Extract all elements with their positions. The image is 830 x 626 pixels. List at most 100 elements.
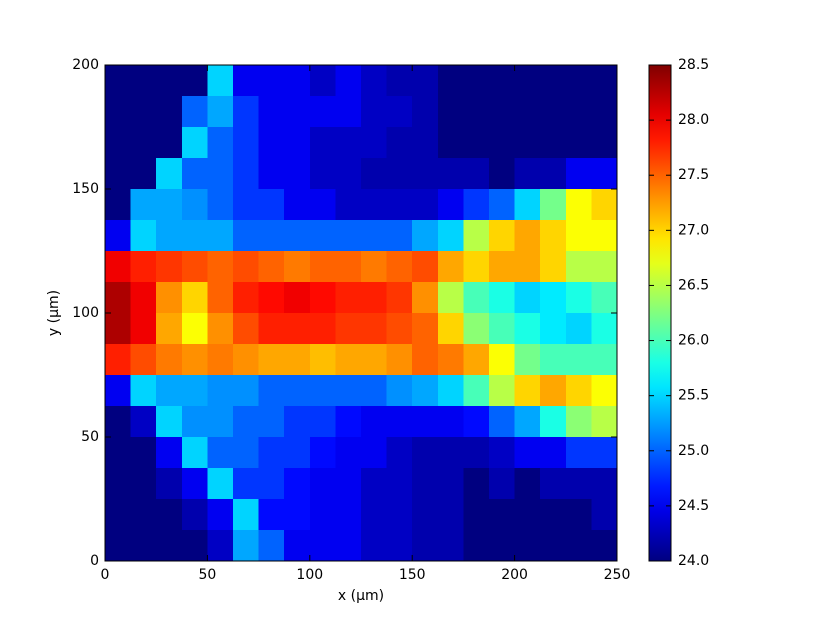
- heatmap-cell: [156, 220, 183, 252]
- heatmap-cell: [233, 189, 260, 221]
- heatmap-cell: [591, 96, 618, 128]
- heatmap-cell: [489, 499, 516, 531]
- heatmap-cell: [130, 65, 157, 97]
- heatmap-cell: [233, 96, 260, 128]
- heatmap-cell: [361, 220, 388, 252]
- heatmap-cell: [335, 127, 362, 159]
- heatmap-cell: [309, 127, 336, 159]
- heatmap-cell: [207, 499, 234, 531]
- heatmap-cell: [335, 158, 362, 190]
- heatmap-cell: [361, 344, 388, 376]
- heatmap-cell: [386, 313, 413, 345]
- colorbar-tick-label: 27.5: [678, 167, 709, 183]
- heatmap-cell: [591, 313, 618, 345]
- heatmap-cell: [591, 158, 618, 190]
- heatmap-cell: [361, 189, 388, 221]
- heatmap-cell: [105, 220, 132, 252]
- heatmap-cell: [156, 158, 183, 190]
- heatmap-cell: [463, 158, 490, 190]
- heatmap-cell: [181, 437, 208, 469]
- heatmap-cell: [463, 375, 490, 407]
- heatmap-cell: [565, 437, 592, 469]
- heatmap-cell: [361, 313, 388, 345]
- heatmap-cell: [233, 499, 260, 531]
- heatmap-cell: [386, 189, 413, 221]
- heatmap-cell: [591, 468, 618, 500]
- heatmap-cell: [591, 65, 618, 97]
- heatmap-cell: [463, 220, 490, 252]
- heatmap-cell: [437, 127, 464, 159]
- heatmap-cell: [233, 437, 260, 469]
- heatmap-cell: [181, 375, 208, 407]
- x-tick-label: 150: [399, 567, 426, 583]
- heatmap-cell: [105, 96, 132, 128]
- heatmap-cell: [181, 499, 208, 531]
- heatmap-cell: [130, 127, 157, 159]
- heatmap-cell: [463, 127, 490, 159]
- heatmap-cell: [489, 344, 516, 376]
- heatmap-cell: [130, 437, 157, 469]
- heatmap-cell: [412, 127, 439, 159]
- heatmap-cell: [386, 499, 413, 531]
- heatmap-cell: [565, 189, 592, 221]
- heatmap-cell: [130, 189, 157, 221]
- heatmap-cell: [335, 65, 362, 97]
- heatmap-cell: [463, 96, 490, 128]
- heatmap-cell: [412, 499, 439, 531]
- heatmap-cell: [437, 437, 464, 469]
- heatmap-cell: [181, 282, 208, 314]
- heatmap-cell: [309, 251, 336, 283]
- heatmap-cell: [258, 127, 285, 159]
- heatmap-cell: [130, 375, 157, 407]
- heatmap-cell: [463, 437, 490, 469]
- heatmap-cell: [258, 344, 285, 376]
- heatmap-cell: [591, 406, 618, 438]
- heatmap-cell: [207, 437, 234, 469]
- heatmap-cell: [207, 282, 234, 314]
- y-tick-label: 150: [72, 181, 99, 197]
- heatmap-cell: [156, 499, 183, 531]
- heatmap-cell: [130, 468, 157, 500]
- heatmap-cell: [258, 65, 285, 97]
- heatmap-cell: [258, 499, 285, 531]
- heatmap-cell: [284, 251, 311, 283]
- heatmap-cell: [489, 127, 516, 159]
- heatmap-cell: [233, 65, 260, 97]
- heatmap-cell: [489, 437, 516, 469]
- heatmap-cell: [181, 406, 208, 438]
- heatmap-cell: [284, 158, 311, 190]
- heatmap-cell: [233, 375, 260, 407]
- heatmap-cell: [540, 406, 567, 438]
- heatmap-cell: [309, 437, 336, 469]
- heatmap-cell: [489, 313, 516, 345]
- heatmap-cell: [386, 220, 413, 252]
- heatmap-cell: [156, 437, 183, 469]
- heatmap-cell: [565, 344, 592, 376]
- heatmap-cell: [233, 251, 260, 283]
- heatmap-cell: [565, 406, 592, 438]
- heatmap-cell: [233, 127, 260, 159]
- heatmap-cell: [207, 96, 234, 128]
- heatmap-cell: [258, 313, 285, 345]
- heatmap-cell: [105, 282, 132, 314]
- heatmap-cell: [540, 127, 567, 159]
- heatmap-cell: [514, 65, 541, 97]
- heatmap-cell: [386, 282, 413, 314]
- heatmap-cell: [591, 375, 618, 407]
- heatmap-cell: [489, 251, 516, 283]
- heatmap-cell: [463, 530, 490, 562]
- heatmap-cell: [156, 282, 183, 314]
- heatmap-cell: [105, 530, 132, 562]
- heatmap-cell: [514, 344, 541, 376]
- heatmap-cell: [284, 127, 311, 159]
- heatmap-cell: [258, 530, 285, 562]
- heatmap-cell: [565, 375, 592, 407]
- heatmap-cell: [309, 468, 336, 500]
- heatmap-cell: [591, 189, 618, 221]
- heatmap-cell: [361, 499, 388, 531]
- heatmap-cell: [181, 468, 208, 500]
- heatmap-cell: [565, 96, 592, 128]
- heatmap-cell: [591, 282, 618, 314]
- heatmap-cell: [386, 468, 413, 500]
